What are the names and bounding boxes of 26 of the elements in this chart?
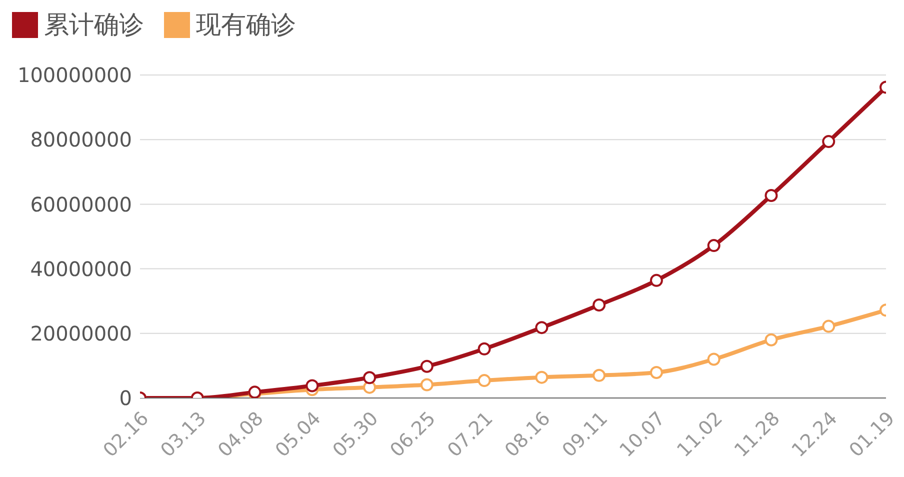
y-tick-label: 100000000 — [17, 63, 132, 88]
y-tick-label: 40000000 — [30, 256, 132, 281]
point — [535, 321, 548, 334]
y-tick-label: 60000000 — [30, 192, 132, 216]
point — [650, 366, 663, 379]
point — [764, 333, 778, 346]
point — [592, 298, 606, 312]
point — [535, 370, 548, 384]
y-tick-label: 0 — [119, 386, 132, 410]
legend-label: 现有确诊 — [195, 9, 296, 41]
point — [363, 371, 376, 384]
point — [822, 320, 836, 333]
point — [306, 379, 319, 392]
point — [822, 135, 836, 148]
point — [478, 374, 491, 388]
point — [420, 360, 434, 373]
point — [707, 239, 720, 252]
point — [650, 274, 663, 287]
legend-label: 累计确诊 — [43, 9, 144, 41]
point — [420, 378, 434, 392]
y-tick-label: 20000000 — [30, 322, 132, 346]
point — [592, 368, 606, 382]
point — [764, 188, 778, 202]
y-tick-label: 80000000 — [30, 128, 132, 152]
point — [478, 342, 491, 356]
point — [707, 352, 720, 366]
